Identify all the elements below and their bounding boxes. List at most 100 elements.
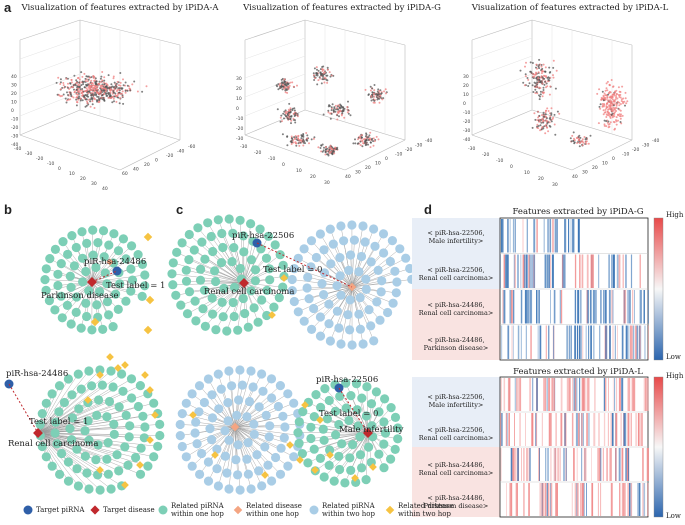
plot-a-scatter xyxy=(55,71,148,109)
heatmap-l-cell xyxy=(549,413,551,446)
heatmap-g-cell xyxy=(514,254,516,288)
heatmap-l-cell xyxy=(516,378,518,411)
plot-l-x-tick-label: -10 xyxy=(496,158,503,164)
b-top-node xyxy=(53,269,63,279)
plot-a-point xyxy=(114,94,117,97)
heatmap-l-cell xyxy=(642,483,644,516)
c-bottom-one-node xyxy=(346,391,356,401)
plot-l-x-tick-label: 10 xyxy=(524,170,530,176)
c-bottom-node xyxy=(261,410,271,420)
plot-l-point xyxy=(612,114,615,117)
c-bottom-related-disease xyxy=(369,463,377,471)
heatmap-g-cell xyxy=(627,290,629,324)
heatmap-l-cell xyxy=(510,448,513,481)
b-top-node xyxy=(93,238,103,248)
plot-a-y-tick-label: 0 xyxy=(155,158,158,164)
heatmap-l-cell xyxy=(515,448,517,481)
plot-a-point xyxy=(113,100,115,103)
b-bottom-node xyxy=(94,395,104,405)
c-bottom-node xyxy=(216,384,226,394)
c-bottom-node xyxy=(276,443,286,453)
heatmap-g-cell xyxy=(590,254,593,288)
b-bottom-node xyxy=(106,366,116,376)
c-top-two-edge xyxy=(351,286,371,327)
plot-l-point xyxy=(551,118,554,120)
b-bottom-node xyxy=(95,485,105,495)
b-bottom-node xyxy=(76,384,86,394)
heatmap-g-cell xyxy=(524,290,527,324)
heatmap-l-cell xyxy=(514,378,517,411)
b-bottom-edge xyxy=(37,384,103,434)
plot-l-axis-edge xyxy=(531,19,633,46)
plot-g-y-tick-label: -10 xyxy=(395,152,402,158)
b-top-node xyxy=(81,298,91,308)
plot-l-point xyxy=(583,136,586,138)
plot-g-point xyxy=(289,107,292,110)
plot-l-point xyxy=(618,90,621,93)
c-top-two-edge xyxy=(351,252,384,288)
plot-l-point xyxy=(608,83,611,86)
b-bottom-edge xyxy=(37,432,112,490)
heatmap-g-cell xyxy=(527,219,528,253)
plot-l-point xyxy=(552,59,555,62)
heatmap-g-cell xyxy=(586,290,589,324)
panel-b-letter: b xyxy=(4,202,12,217)
plot-g-point xyxy=(293,138,296,140)
plot-g-gridline xyxy=(244,55,306,79)
c-top-node xyxy=(211,325,221,335)
heatmap-g-cell xyxy=(605,325,607,359)
plot-a-axis-edge xyxy=(19,19,81,41)
plot-a-point xyxy=(65,77,68,80)
b-top-node xyxy=(84,286,94,296)
plot-g-point xyxy=(283,78,286,81)
plot-l-point xyxy=(546,85,549,88)
heatmap-g-cell xyxy=(549,219,552,253)
heatmap-l-cell xyxy=(621,448,624,481)
plot-a-point xyxy=(119,92,122,95)
plot-l-point xyxy=(607,120,610,123)
plot-g-point xyxy=(291,138,294,141)
plot-a-point xyxy=(101,71,104,73)
plot-l-scatter xyxy=(596,79,629,131)
c-top-two-edge xyxy=(292,286,353,291)
plot-g-point xyxy=(326,81,329,84)
c-top-two-node xyxy=(375,315,385,325)
c-bottom-edge xyxy=(234,426,300,436)
plot-l-point xyxy=(548,121,551,124)
plot-l-point xyxy=(544,80,546,83)
plot-g-point xyxy=(377,88,380,91)
b-top-node xyxy=(109,229,119,239)
plot-a-point xyxy=(107,74,110,77)
heatmap-g-cell xyxy=(599,325,601,359)
plot-g-point xyxy=(287,118,290,121)
plot-g-point xyxy=(293,136,296,139)
plot-a-z-tick-label: 20 xyxy=(11,91,17,97)
plot-g-point xyxy=(341,110,344,113)
b-bottom-node xyxy=(93,440,103,450)
plot-g-point xyxy=(294,112,297,115)
hl-row-4-label: < piR-hsa-24486, Parkinson disease> xyxy=(423,494,489,510)
plot-g-point xyxy=(371,87,374,90)
plot-g-point xyxy=(361,139,364,142)
c-bottom-edge xyxy=(216,426,236,469)
c-top-related-disease xyxy=(268,311,276,319)
plot-a-point xyxy=(103,76,106,79)
c-top-two-edge xyxy=(307,286,353,289)
plot-g-point xyxy=(290,122,292,125)
plot-l-point xyxy=(598,88,601,91)
plot-g-point xyxy=(357,142,360,145)
plot-g-point xyxy=(381,98,384,101)
plot-l-point xyxy=(544,111,547,114)
plot-a-point xyxy=(103,79,106,82)
plot-a-point xyxy=(78,95,80,98)
b-top-node xyxy=(66,319,76,329)
c-bottom-node xyxy=(273,401,283,412)
plot-a-point xyxy=(112,75,115,78)
c-bottom-node xyxy=(205,424,215,434)
heatmap-l-cell xyxy=(519,413,521,446)
c-top-node xyxy=(246,255,257,265)
heatmap-l-cell xyxy=(643,378,645,411)
plot-g-point xyxy=(282,112,285,115)
plot-a-point xyxy=(115,82,118,85)
plot-l-point xyxy=(619,121,622,123)
